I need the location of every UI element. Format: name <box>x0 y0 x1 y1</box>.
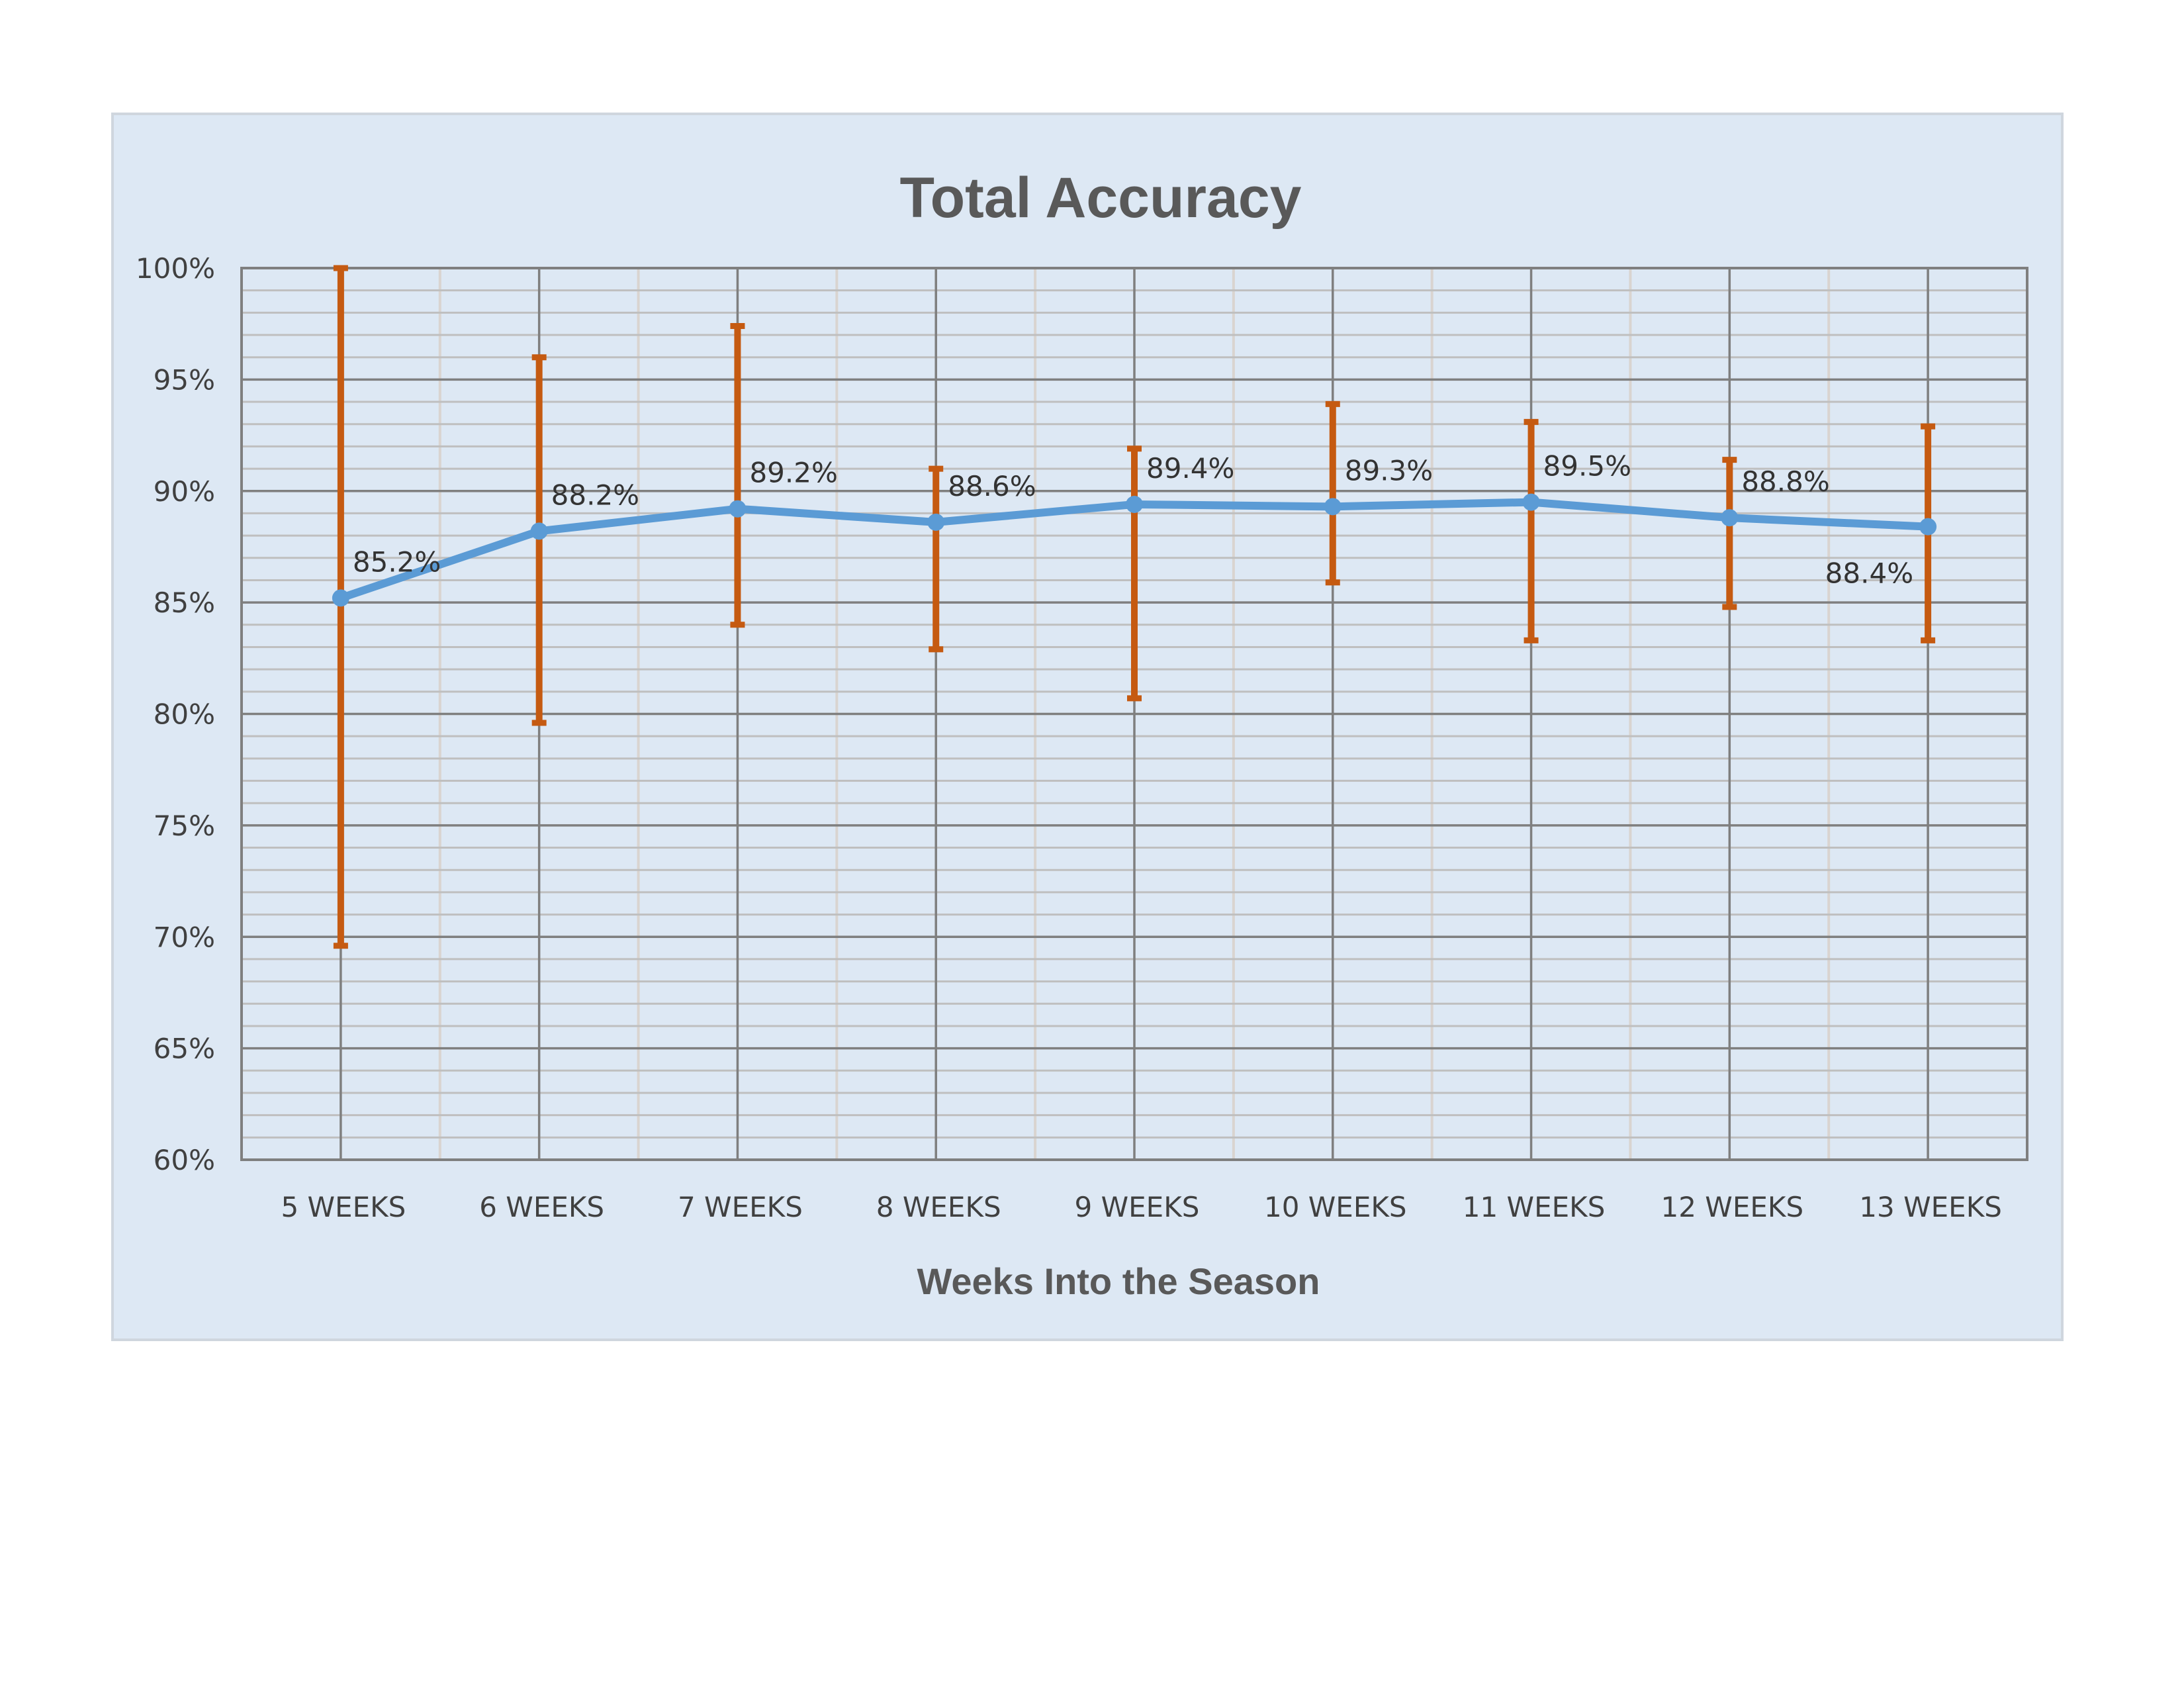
data-label: 85.2% <box>353 545 441 578</box>
data-point <box>1721 509 1739 527</box>
y-tick-label: 65% <box>154 1033 215 1065</box>
x-tick-label: 5 WEEKS <box>281 1191 406 1223</box>
y-tick-label: 85% <box>154 586 215 619</box>
data-point <box>1522 493 1540 511</box>
y-tick-label: 100% <box>136 252 215 285</box>
x-tick-label: 7 WEEKS <box>678 1191 803 1223</box>
y-tick-label: 70% <box>154 921 215 953</box>
error-bars <box>333 265 1936 949</box>
plot-border <box>240 267 2028 1161</box>
grid <box>240 267 2028 1161</box>
y-tick-label: 80% <box>154 698 215 731</box>
x-tick-label: 13 WEEKS <box>1859 1191 2002 1223</box>
data-label: 89.2% <box>749 457 837 489</box>
series-line-group <box>332 493 1937 607</box>
data-label: 88.8% <box>1741 465 1829 498</box>
data-label: 89.4% <box>1146 452 1234 485</box>
data-point <box>332 589 349 607</box>
data-label: 88.2% <box>551 479 639 511</box>
data-label: 88.4% <box>1825 557 1913 590</box>
data-point <box>729 500 747 518</box>
x-tick-label: 10 WEEKS <box>1264 1191 1407 1223</box>
x-tick-label: 11 WEEKS <box>1463 1191 1606 1223</box>
data-point <box>530 522 548 540</box>
x-tick-label: 6 WEEKS <box>479 1191 604 1223</box>
data-label: 89.5% <box>1543 450 1631 483</box>
y-tick-label: 75% <box>154 810 215 842</box>
y-tick-label: 60% <box>154 1144 215 1176</box>
x-tick-label: 8 WEEKS <box>876 1191 1001 1223</box>
data-labels: 85.2% 88.2% 89.2% 88.6% 89.4% 89.3% 89.5% 88.8%… <box>353 450 1913 590</box>
y-tick-label: 90% <box>154 475 215 508</box>
data-point <box>1324 498 1342 516</box>
data-point <box>1126 495 1143 513</box>
data-point <box>1919 518 1937 536</box>
x-tick-label: 12 WEEKS <box>1661 1191 1804 1223</box>
y-tick-label: 95% <box>154 363 215 396</box>
chart-title: Total Accuracy <box>900 166 1302 230</box>
data-point <box>927 513 945 531</box>
x-axis-title: Weeks Into the Season <box>917 1260 1320 1302</box>
data-label: 89.3% <box>1345 454 1433 487</box>
data-label: 88.6% <box>948 470 1036 502</box>
x-tick-label: 9 WEEKS <box>1075 1191 1200 1223</box>
axes: 60% 65% 70% 75% 80% 85% 90% 95% 100% 5 WEEKS 6 WEE… <box>136 252 2002 1223</box>
